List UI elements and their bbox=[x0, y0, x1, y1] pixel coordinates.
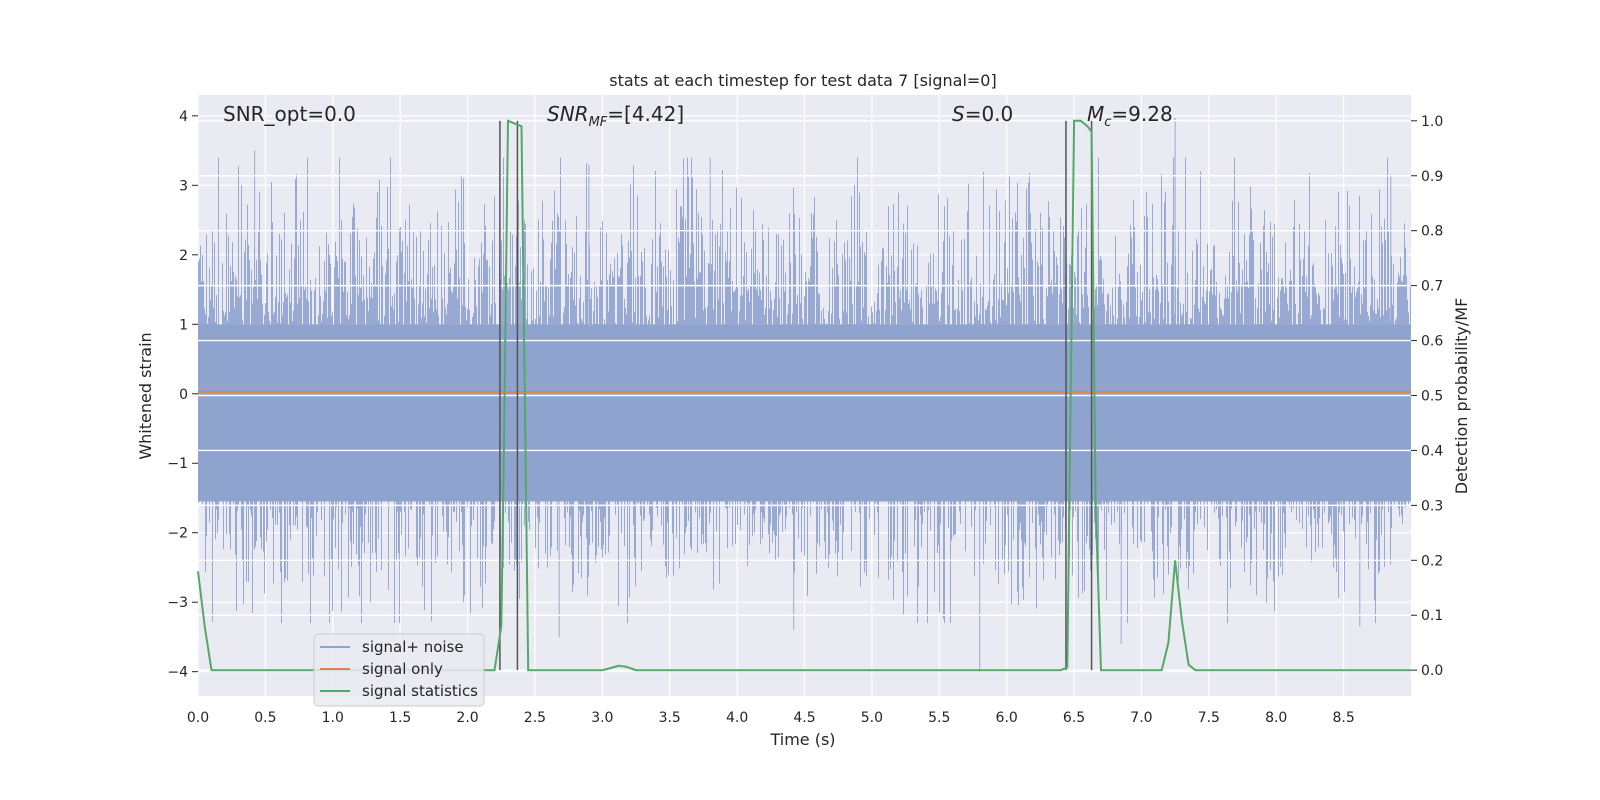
x-tick-label: 6.5 bbox=[1063, 710, 1085, 726]
noise-series bbox=[198, 117, 1411, 672]
x-tick-label: 7.5 bbox=[1198, 710, 1220, 726]
y-tick-label: −1 bbox=[167, 456, 188, 472]
right-tick-label: 1.0 bbox=[1421, 114, 1443, 130]
x-tick-label: 2.5 bbox=[524, 710, 546, 726]
right-tick-label: 0.4 bbox=[1421, 443, 1443, 459]
snr-mf-prefix: SNR bbox=[547, 102, 589, 126]
x-tick-label: 0.5 bbox=[254, 710, 276, 726]
mc-sub: c bbox=[1104, 115, 1111, 130]
x-axis-label: Time (s) bbox=[769, 730, 835, 749]
x-tick-label: 3.0 bbox=[591, 710, 613, 726]
mc-annotation: Mc=9.28 bbox=[1087, 102, 1173, 130]
right-tick-label: 0.1 bbox=[1421, 608, 1443, 624]
right-tick-label: 0.2 bbox=[1421, 553, 1443, 569]
x-tick-label: 5.0 bbox=[861, 710, 883, 726]
right-tick-label: 0.3 bbox=[1421, 498, 1443, 514]
noise-core-band bbox=[198, 324, 1411, 502]
x-tick-label: 6.0 bbox=[996, 710, 1018, 726]
right-tick-labels: 1.0 0.9 0.8 0.7 0.6 0.5 0.4 0.3 0.2 0.1 0.0 bbox=[1411, 114, 1443, 679]
x-tick-label: 2.0 bbox=[456, 710, 478, 726]
right-axis-label: Detection probability/MF bbox=[1452, 298, 1471, 495]
x-tick-label: 8.5 bbox=[1332, 710, 1354, 726]
right-tick-label: 0.5 bbox=[1421, 389, 1443, 405]
x-tick-label: 4.0 bbox=[726, 710, 748, 726]
legend: signal+ noise signal only signal statist… bbox=[313, 633, 485, 707]
right-tick-label: 0.9 bbox=[1421, 169, 1443, 185]
x-tick-label: 4.5 bbox=[793, 710, 815, 726]
y-tick-label: 0 bbox=[179, 387, 188, 403]
mc-symbol: M bbox=[1087, 102, 1104, 126]
x-tick-label: 5.5 bbox=[928, 710, 950, 726]
legend-box bbox=[313, 633, 485, 707]
y-tick-label: 1 bbox=[179, 317, 188, 333]
x-tick-label: 7.0 bbox=[1130, 710, 1152, 726]
x-tick-label: 1.0 bbox=[322, 710, 344, 726]
right-tick-label: 0.6 bbox=[1421, 334, 1443, 350]
snr-mf-annotation: SNRMF=[4.42] bbox=[547, 102, 684, 130]
legend-label-noise: signal+ noise bbox=[362, 638, 464, 656]
x-tick-labels: 0.0 0.5 1.0 1.5 2.0 2.5 3.0 3.5 4.0 4.5 5.0 5.5 6.0 6… bbox=[187, 710, 1355, 726]
right-tick-label: 0.7 bbox=[1421, 279, 1443, 295]
x-tick-label: 3.5 bbox=[659, 710, 681, 726]
snr-mf-value: =[4.42] bbox=[607, 102, 684, 126]
right-tick-label: 0.0 bbox=[1421, 663, 1443, 679]
right-tick-label: 0.8 bbox=[1421, 224, 1443, 240]
y-tick-label: 4 bbox=[179, 109, 188, 125]
x-tick-label: 8.0 bbox=[1265, 710, 1287, 726]
y-tick-label: −3 bbox=[167, 595, 188, 611]
y-tick-label: 3 bbox=[179, 178, 188, 194]
snr-opt-annotation: SNR_opt=0.0 bbox=[223, 102, 356, 126]
chart-title: stats at each timestep for test data 7 [… bbox=[609, 71, 996, 90]
s-symbol: S bbox=[952, 102, 965, 126]
y-tick-label: 2 bbox=[179, 248, 188, 264]
y-tick-labels: 4 3 2 1 0 −1 −2 −3 −4 bbox=[167, 109, 198, 681]
x-tick-label: 0.0 bbox=[187, 710, 209, 726]
y-tick-label: −2 bbox=[167, 526, 188, 542]
legend-label-statistics: signal statistics bbox=[362, 682, 478, 700]
mc-value: =9.28 bbox=[1111, 102, 1172, 126]
y-tick-label: −4 bbox=[167, 665, 188, 681]
y-axis-label: Whitened strain bbox=[136, 332, 155, 459]
x-tick-label: 1.5 bbox=[389, 710, 411, 726]
s-value: =0.0 bbox=[965, 102, 1014, 126]
s-annotation: S=0.0 bbox=[952, 102, 1013, 126]
legend-label-signal-only: signal only bbox=[362, 660, 443, 678]
snr-mf-sub: MF bbox=[589, 115, 608, 130]
